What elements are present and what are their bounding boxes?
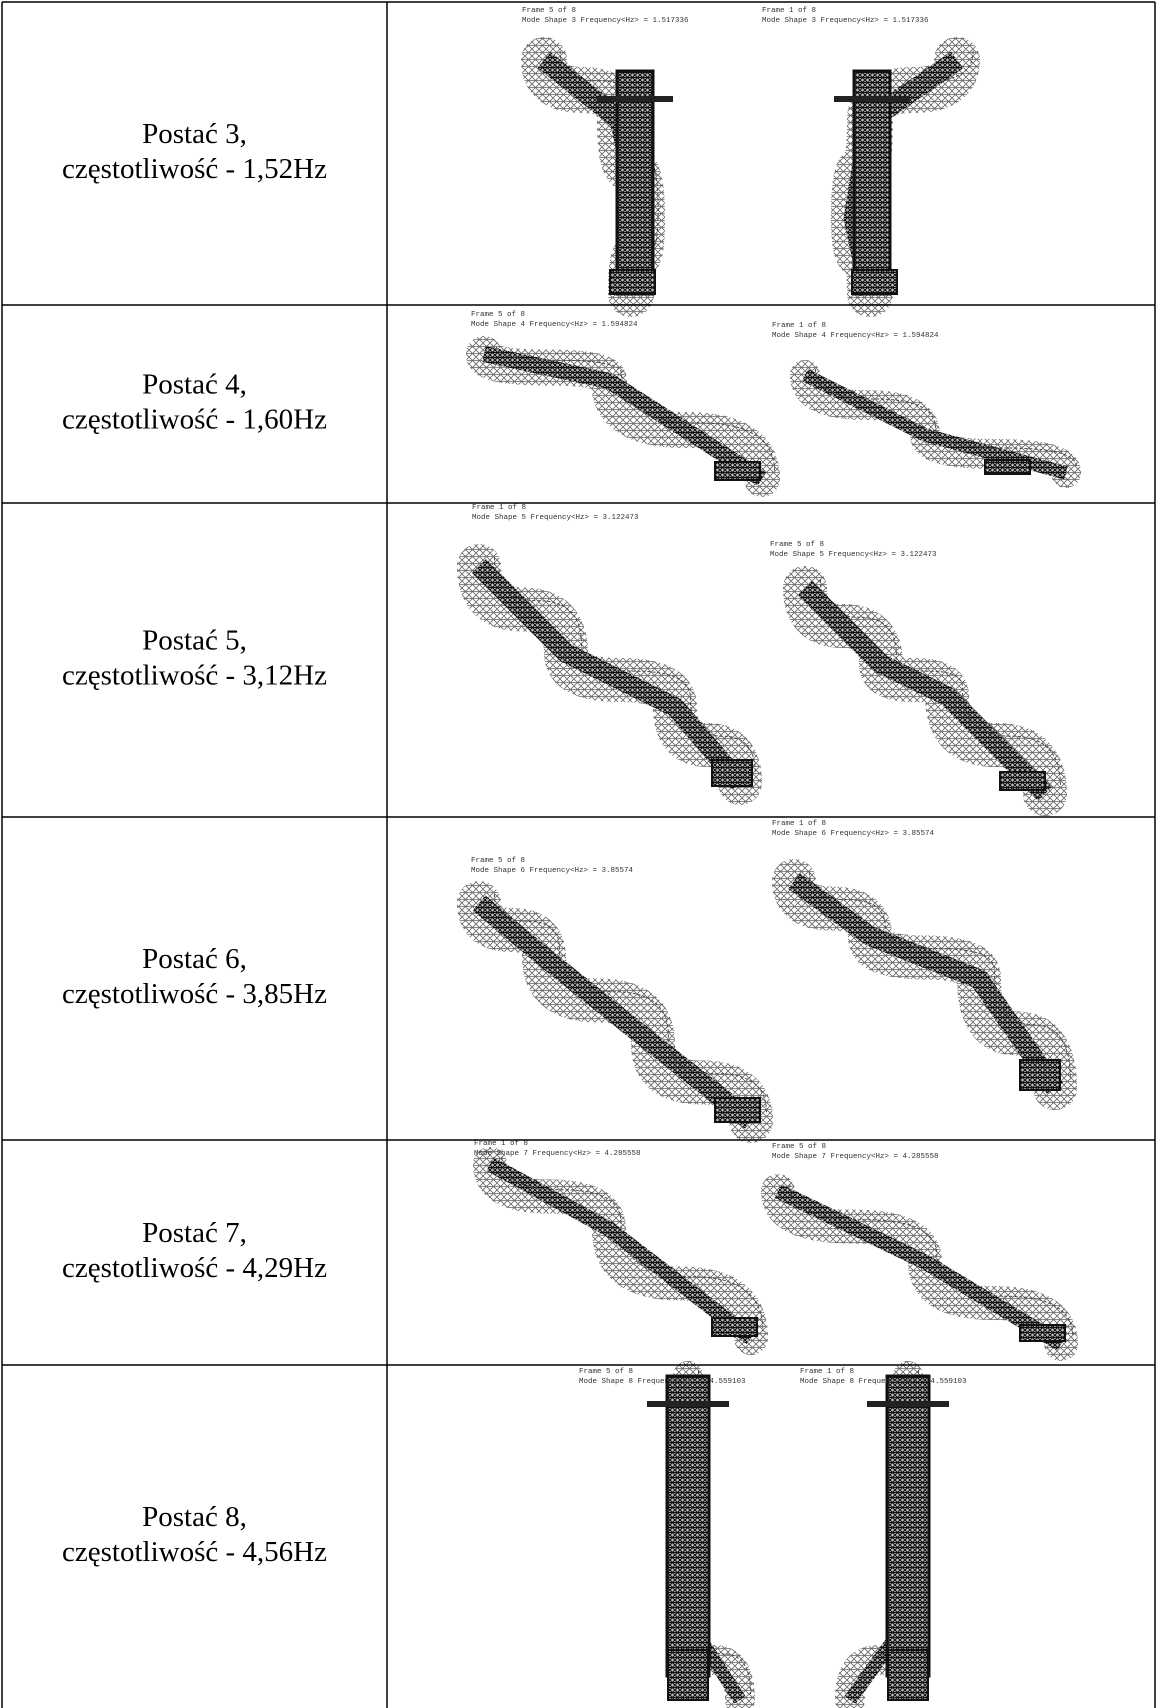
mode-shape-image: Frame 5 of 8 Mode Shape 4 Frequency<Hz> =…	[471, 311, 775, 480]
mode-caption: Mode Shape 4 Frequency<Hz> = 1.594824	[772, 332, 939, 340]
mode-caption: Mode Shape 5 Frequency<Hz> = 3.122473	[770, 551, 937, 559]
mode-shape-image: Frame 5 of 8 Mode Shape 8 Frequency<Hz> =…	[579, 1368, 751, 1700]
tower	[887, 1376, 929, 1676]
mode-caption: Mode Shape 7 Frequency<Hz> = 4.285558	[474, 1150, 641, 1158]
mode-caption: Mode Shape 3 Frequency<Hz> = 1.517336	[522, 17, 689, 25]
table-row: Postać 5,częstotliwość - 3,12Hz Frame 1 o…	[62, 504, 1060, 794]
mode-shape-image: Frame 1 of 8 Mode Shape 4 Frequency<Hz> =…	[772, 322, 1077, 474]
base	[852, 270, 897, 294]
mode-caption: Mode Shape 6 Frequency<Hz> = 3.85574	[471, 867, 634, 875]
tower-top	[834, 96, 910, 102]
tower-top	[867, 1401, 949, 1407]
mode-label: Postać 3,	[142, 118, 247, 150]
tower	[667, 1376, 709, 1676]
mode-shape-image: Frame 5 of 8 Mode Shape 7 Frequency<Hz> =…	[772, 1143, 1073, 1344]
tower	[854, 71, 890, 294]
structure-core	[805, 588, 1045, 794]
frame-caption: Frame 1 of 8	[772, 322, 826, 330]
table-row: Postać 6,częstotliwość - 3,85Hz Frame 5 o…	[62, 820, 1070, 1122]
base	[715, 462, 760, 480]
frequency-label: częstotliwość - 1,60Hz	[62, 404, 327, 436]
mode-caption: Mode Shape 8 Frequency<Hz> = 4.559103	[800, 1378, 967, 1386]
page: Postać 3,częstotliwość - 1,52Hz Frame 5 o…	[0, 0, 1157, 1708]
structure-core	[479, 566, 740, 783]
document-table: Postać 3,częstotliwość - 1,52Hz Frame 5 o…	[0, 0, 1157, 1708]
mode-shape-image: Frame 1 of 8 Mode Shape 3 Frequency<Hz> =…	[762, 7, 973, 294]
mode-shape-image: Frame 5 of 8 Mode Shape 6 Frequency<Hz> =…	[471, 857, 766, 1122]
mode-caption: Mode Shape 3 Frequency<Hz> = 1.517336	[762, 17, 929, 25]
mode-label: Postać 6,	[142, 943, 247, 975]
mode-label: Postać 7,	[142, 1217, 247, 1249]
table-row: Postać 4,częstotliwość - 1,60Hz Frame 5 o…	[62, 311, 1076, 480]
base	[610, 270, 655, 294]
tower	[617, 71, 653, 294]
mode-label: Postać 8,	[142, 1501, 247, 1533]
frame-caption: Frame 1 of 8	[474, 1140, 528, 1148]
table-row: Postać 3,częstotliwość - 1,52Hz Frame 5 o…	[62, 7, 973, 294]
frequency-label: częstotliwość - 1,52Hz	[62, 153, 327, 185]
table-row: Postać 7,częstotliwość - 4,29Hz Frame 1 o…	[62, 1140, 1073, 1344]
frequency-label: częstotliwość - 3,12Hz	[62, 660, 327, 692]
mode-shape-image: Frame 1 of 8 Mode Shape 7 Frequency<Hz> =…	[474, 1140, 763, 1338]
tower-top	[597, 96, 673, 102]
tower-top	[647, 1401, 729, 1407]
frame-caption: Frame 1 of 8	[762, 7, 816, 15]
base	[888, 1650, 928, 1700]
mode-caption: Mode Shape 4 Frequency<Hz> = 1.594824	[471, 321, 638, 329]
mode-shape-image: Frame 1 of 8 Mode Shape 5 Frequency<Hz> =…	[472, 504, 755, 786]
frame-caption: Frame 1 of 8	[772, 820, 826, 828]
frequency-label: częstotliwość - 3,85Hz	[62, 978, 327, 1010]
base	[668, 1650, 708, 1700]
frame-caption: Frame 5 of 8	[522, 7, 576, 15]
base	[715, 1098, 760, 1122]
mode-shape-image: Frame 1 of 8 Mode Shape 6 Frequency<Hz> =…	[772, 820, 1070, 1090]
base	[1000, 772, 1045, 790]
base	[1020, 1060, 1060, 1090]
structure-core	[794, 881, 1055, 1088]
mode-shape-image: Frame 5 of 8 Mode Shape 3 Frequency<Hz> =…	[522, 7, 689, 294]
frame-caption: Frame 5 of 8	[471, 857, 525, 865]
frame-caption: Frame 5 of 8	[772, 1143, 826, 1151]
mode-shape-image: Frame 5 of 8 Mode Shape 5 Frequency<Hz> =…	[770, 541, 1060, 794]
frequency-label: częstotliwość - 4,56Hz	[62, 1536, 327, 1568]
base	[985, 460, 1030, 474]
base	[712, 1318, 757, 1336]
structure-core	[479, 903, 751, 1121]
frequency-label: częstotliwość - 4,29Hz	[62, 1252, 327, 1284]
frame-caption: Frame 1 of 8	[800, 1368, 854, 1376]
mode-label: Postać 4,	[142, 369, 247, 401]
frame-caption: Frame 5 of 8	[471, 311, 525, 319]
frame-caption: Frame 1 of 8	[472, 504, 526, 512]
mode-shape-image: Frame 1 of 8 Mode Shape 8 Frequency<Hz> =…	[800, 1368, 967, 1700]
table-row: Postać 8,częstotliwość - 4,56Hz Frame 5 o…	[62, 1368, 967, 1700]
mode-caption: Mode Shape 5 Frequency<Hz> = 3.122473	[472, 514, 639, 522]
structure-core	[778, 1191, 1061, 1344]
mode-label: Postać 5,	[142, 625, 247, 657]
mode-caption: Mode Shape 6 Frequency<Hz> = 3.85574	[772, 830, 935, 838]
mode-caption: Mode Shape 8 Frequency<Hz> = 4.559103	[579, 1378, 746, 1386]
frame-caption: Frame 5 of 8	[579, 1368, 633, 1376]
mode-caption: Mode Shape 7 Frequency<Hz> = 4.285558	[772, 1153, 939, 1161]
base	[712, 760, 752, 786]
base	[1020, 1325, 1065, 1341]
frame-caption: Frame 5 of 8	[770, 541, 824, 549]
